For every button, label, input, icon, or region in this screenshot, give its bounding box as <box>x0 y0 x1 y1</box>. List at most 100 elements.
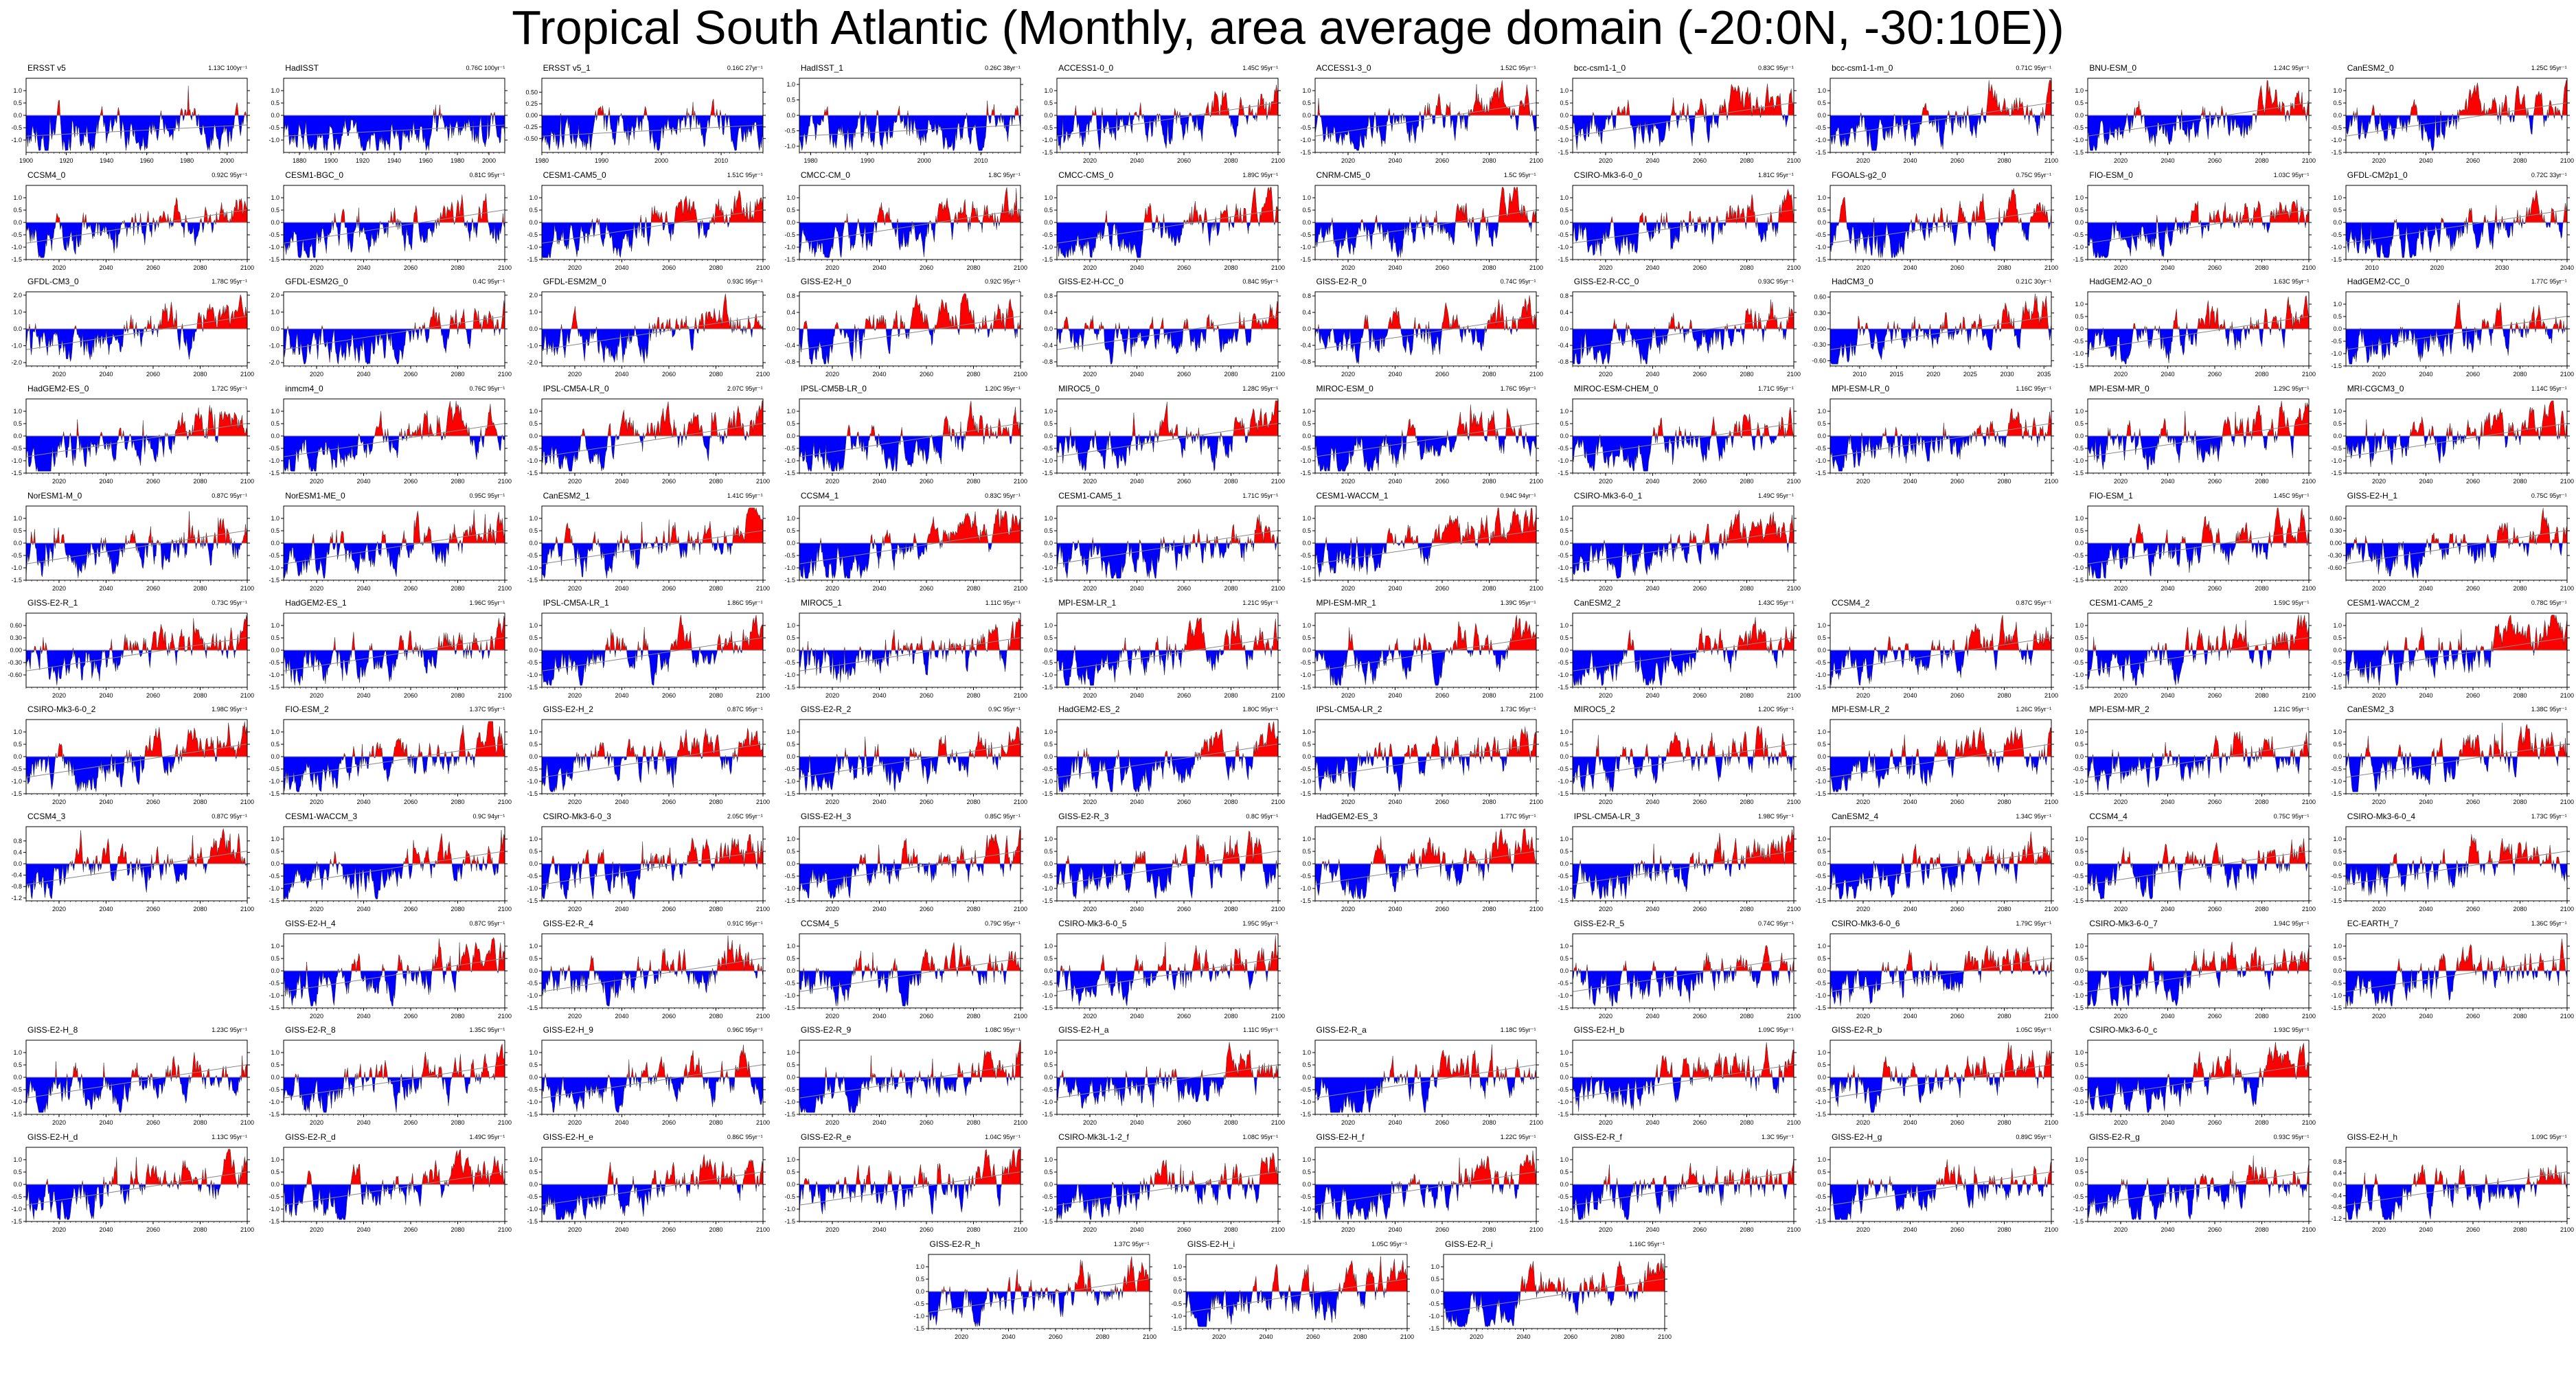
panel-plot: 1.0 0.5 0.0 -0.5 -1.0 -1.5 2020 2040 2060 2080 210… <box>1042 185 1285 271</box>
x-tick-label: 2100 <box>240 692 254 699</box>
y-tick-label: 1.0 <box>271 622 280 629</box>
trend-line <box>1057 636 1279 671</box>
y-tick-label: -1.0 <box>1042 671 1053 678</box>
panel-ccsm4-1: CCSM4_1 0.83C 95yr⁻¹ 1.0 0.5 0.0 -0.5 -1.0 -1.5… <box>773 491 1027 593</box>
y-tick-label: 1.0 <box>1560 622 1569 629</box>
x-tick-label: 2040 <box>872 799 886 805</box>
x-tick-label: 2015 <box>1890 371 1904 378</box>
panel-plot: 1.0 0.5 0.0 -0.5 -1.0 1900 1920 1940 1960 1980 200… <box>11 78 250 164</box>
panel-plot: 1.0 0.5 0.0 -0.5 -1.0 -1.5 2020 2040 2060 2080 210… <box>1042 719 1285 805</box>
y-tick-label: 0.0 <box>271 219 280 226</box>
y-tick-label: -1.5 <box>1816 470 1827 477</box>
panel-trend-label: 1.49C 95yr⁻¹ <box>1758 492 1794 499</box>
panel-title: CESM1-CAM5_0 <box>543 170 606 180</box>
x-tick-label: 2100 <box>1014 478 1027 485</box>
y-tick-label: -0.5 <box>1816 124 1827 131</box>
x-tick-label: 2100 <box>1529 478 1542 485</box>
y-tick-label: -0.8 <box>1042 358 1053 365</box>
x-tick-label: 2020 <box>568 585 582 592</box>
y-tick-label: 1.0 <box>2075 408 2084 415</box>
x-tick-label: 2020 <box>1341 157 1354 164</box>
panel-trend-label: 1.43C 95yr⁻¹ <box>1758 599 1794 606</box>
y-tick-label: -2.0 <box>269 359 280 366</box>
panel-ipsl-cm5a-lr-1: IPSL-CM5A-LR_1 1.86C 95yr⁻¹ 1.0 0.5 0.0 -0.5 -… <box>516 598 770 700</box>
panel-plot: 1.0 0.5 0.0 -0.5 -1.0 -1.5 2010 2020 2030 2040 <box>2331 185 2574 271</box>
panel-cmcc-cms-0: CMCC-CMS_0 1.89C 95yr⁻¹ 1.0 0.5 0.0 -0.5 -1.0 -… <box>1031 170 1286 272</box>
positive-anomaly-area <box>541 400 763 437</box>
panel-cesm1-cam5-2: CESM1-CAM5_2 1.59C 95yr⁻¹ 1.0 0.5 0.0 -0.5 -1.… <box>2062 597 2316 700</box>
y-tick-label: -0.5 <box>11 445 22 452</box>
y-tick-label: 0.5 <box>786 527 795 534</box>
x-tick-label: 2100 <box>2302 264 2316 271</box>
x-tick-label: 2040 <box>1388 371 1402 378</box>
negative-anomaly-area <box>284 542 505 579</box>
x-tick-label: 2040 <box>1388 264 1402 271</box>
series-line <box>25 721 248 792</box>
y-tick-label: -1.5 <box>2073 149 2084 156</box>
x-tick-label: 2060 <box>146 799 160 805</box>
trend-line <box>25 636 248 671</box>
x-tick-label: 2100 <box>498 478 512 485</box>
y-tick-label: 1.0 <box>1302 622 1311 629</box>
positive-anomaly-area <box>541 190 763 222</box>
x-tick-label: 2020 <box>568 692 582 699</box>
panel-title: CESM1-WACCM_1 <box>1316 490 1389 501</box>
x-tick-label: 2100 <box>2560 478 2574 485</box>
panel-trend-label: 0.87C 95yr⁻¹ <box>2016 599 2052 606</box>
y-tick-label: -1.0 <box>2331 244 2342 251</box>
panel-trend-label: 1.39C 95yr⁻¹ <box>1500 599 1536 606</box>
y-tick-label: 0.0 <box>1045 433 1053 439</box>
series-line <box>1056 84 1279 151</box>
panel-trend-label: 0.92C 95yr⁻¹ <box>985 278 1021 286</box>
panel-cesm1-bgc-0: CESM1-BGC_0 0.81C 95yr⁻¹ 1.0 0.5 0.0 -0.5 -1.0… <box>258 170 512 272</box>
panel-trend-label: 1.45C 95yr⁻¹ <box>2273 492 2310 499</box>
panel-giss-e2-h-1: GISS-E2-H_1 0.75C 95yr⁻¹ 0.60 0.30 0.00 -0.30… <box>2320 491 2574 593</box>
panel-miroc5-0: MIROC5_0 1.28C 95yr⁻¹ 1.0 0.5 0.0 -0.5 -1.0 -1.… <box>1031 384 1286 485</box>
x-tick-label: 2100 <box>1014 371 1027 378</box>
x-tick-label: 2060 <box>920 799 933 805</box>
x-tick-label: 2040 <box>1904 692 1917 699</box>
y-tick-label: -1.0 <box>1300 244 1311 251</box>
panel-plot: 1.0 0.5 0.0 -0.5 -1.0 -1.5 2020 2040 2060 2080 210… <box>2331 78 2574 164</box>
y-tick-label: -1.5 <box>2331 470 2342 477</box>
negative-anomaly-area <box>2088 222 2310 257</box>
panel-title: MPI-ESM-MR_1 <box>1316 597 1376 608</box>
y-tick-label: -1.5 <box>1558 470 1569 477</box>
panel-plot: 0.60 0.30 0.00 -0.30 -0.60 2020 2040 2060 2080 21… <box>8 612 254 699</box>
panel-hadisst: HadISST 0.76C 100yr⁻¹ 1.0 0.5 0.0 -0.5 -1.0 188… <box>258 63 508 165</box>
y-tick-label: 0.0 <box>271 540 280 547</box>
negative-anomaly-area <box>26 757 247 792</box>
y-tick-label: 0.5 <box>786 420 795 427</box>
y-tick-label: 1.0 <box>529 515 538 522</box>
y-tick-label: 0.60 <box>10 622 22 629</box>
series-line <box>1314 187 1536 258</box>
x-tick-label: 2100 <box>1529 692 1542 699</box>
positive-anomaly-area <box>1314 615 1536 650</box>
panel-trend-label: 0.9C 95yr⁻¹ <box>988 706 1021 713</box>
x-tick-label: 2020 <box>52 692 66 699</box>
panel-gfdl-esm2g-0: GFDL-ESM2G_0 0.4C 95yr⁻¹ 2.0 1.0 0.0 -1.0 -2.0… <box>258 277 512 378</box>
x-tick-label: 2020 <box>1856 264 1870 271</box>
y-tick-label: -1.5 <box>1816 149 1827 156</box>
panel-title: CESM1-CAM5_2 <box>2089 597 2153 608</box>
panel-trend-label: 1.16C 95yr⁻¹ <box>2016 385 2052 393</box>
panel-plot: 0.50 0.25 0.00 -0.25 -0.50 1980 1990 2000 2010 <box>523 78 766 164</box>
y-tick-label: -0.5 <box>784 445 795 452</box>
x-tick-label: 2020 <box>2114 478 2128 485</box>
x-tick-label: 2080 <box>2255 264 2269 271</box>
x-tick-label: 2010 <box>1853 371 1867 378</box>
trend-line <box>2088 423 2310 457</box>
panel-trend-label: 1.78C 95yr⁻¹ <box>212 278 247 286</box>
panel-trend-label: 0.95C 95yr⁻¹ <box>469 492 505 499</box>
x-tick-label: 2060 <box>404 371 418 378</box>
x-tick-label: 2060 <box>2466 692 2480 699</box>
panel-hadgem2-es-2: HadGEM2-ES_2 1.80C 95yr⁻¹ 1.0 0.5 0.0 -0.5 -1.… <box>1031 704 1286 806</box>
x-tick-label: 2080 <box>709 478 722 485</box>
y-tick-label: -0.60 <box>8 671 22 678</box>
x-tick-label: 2040 <box>1645 585 1659 592</box>
x-tick-label: 2100 <box>2302 692 2316 699</box>
x-tick-label: 2060 <box>662 264 676 271</box>
x-tick-label: 2100 <box>1014 585 1027 592</box>
y-tick-label: 0.5 <box>2075 207 2084 214</box>
x-tick-label: 2100 <box>2302 371 2316 378</box>
